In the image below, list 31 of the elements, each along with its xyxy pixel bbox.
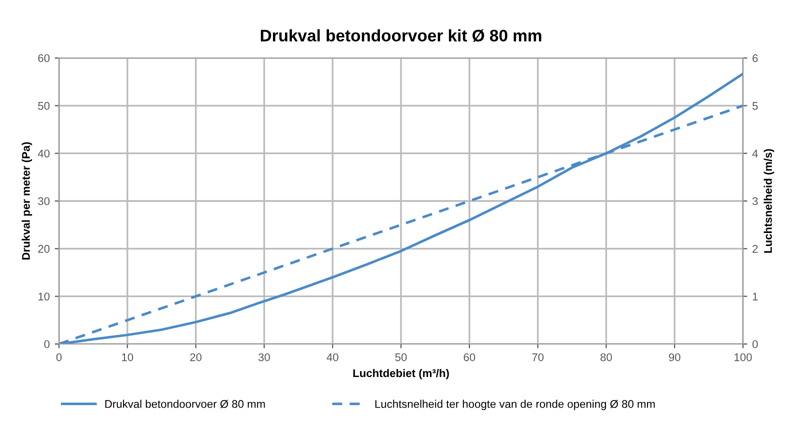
y-tick-label: 0 xyxy=(44,340,50,348)
x-tick-label: 30 xyxy=(258,353,270,362)
x-tick-label: 20 xyxy=(190,353,202,362)
x-tick-label: 90 xyxy=(668,353,680,362)
y2-tick-label: 0 xyxy=(752,340,758,348)
y2-tick-label: 4 xyxy=(752,150,758,158)
x-tick-label: 80 xyxy=(600,353,612,362)
x-tick-label: 40 xyxy=(326,353,338,362)
y-axis-title: Drukval per meter (Pa) xyxy=(22,142,32,260)
x-tick-label: 50 xyxy=(395,353,407,362)
y2-tick-label: 2 xyxy=(752,244,758,253)
x-tick-label: 10 xyxy=(122,353,134,362)
legend-label: Drukval betondoorvoer Ø 80 mm xyxy=(105,400,265,408)
chart-title: Drukval betondoorvoer kit Ø 80 mm xyxy=(260,29,542,42)
y-tick-label: 20 xyxy=(38,244,50,253)
y2-tick-label: 3 xyxy=(752,197,758,206)
x-axis-title: Luchtdebiet (m³/h) xyxy=(353,368,449,380)
x-tick-label: 60 xyxy=(464,353,476,362)
x-tick-label: 0 xyxy=(56,353,62,362)
y-tick-label: 10 xyxy=(38,292,50,300)
y2-tick-label: 5 xyxy=(752,102,758,110)
y2-axis-title: Luchtsnelheid (m/s) xyxy=(764,149,774,253)
y-tick-label: 50 xyxy=(38,102,50,110)
y-tick-label: 40 xyxy=(38,150,50,158)
y2-tick-label: 1 xyxy=(752,292,758,300)
legend-label: Luchtsnelheid ter hoogte van de ronde opening Ø 80 mm xyxy=(375,400,655,410)
x-tick-label: 70 xyxy=(532,353,544,362)
y2-tick-label: 6 xyxy=(752,54,758,62)
x-tick-label: 100 xyxy=(734,353,752,362)
y-tick-label: 30 xyxy=(38,197,50,206)
y-tick-label: 60 xyxy=(38,54,50,62)
